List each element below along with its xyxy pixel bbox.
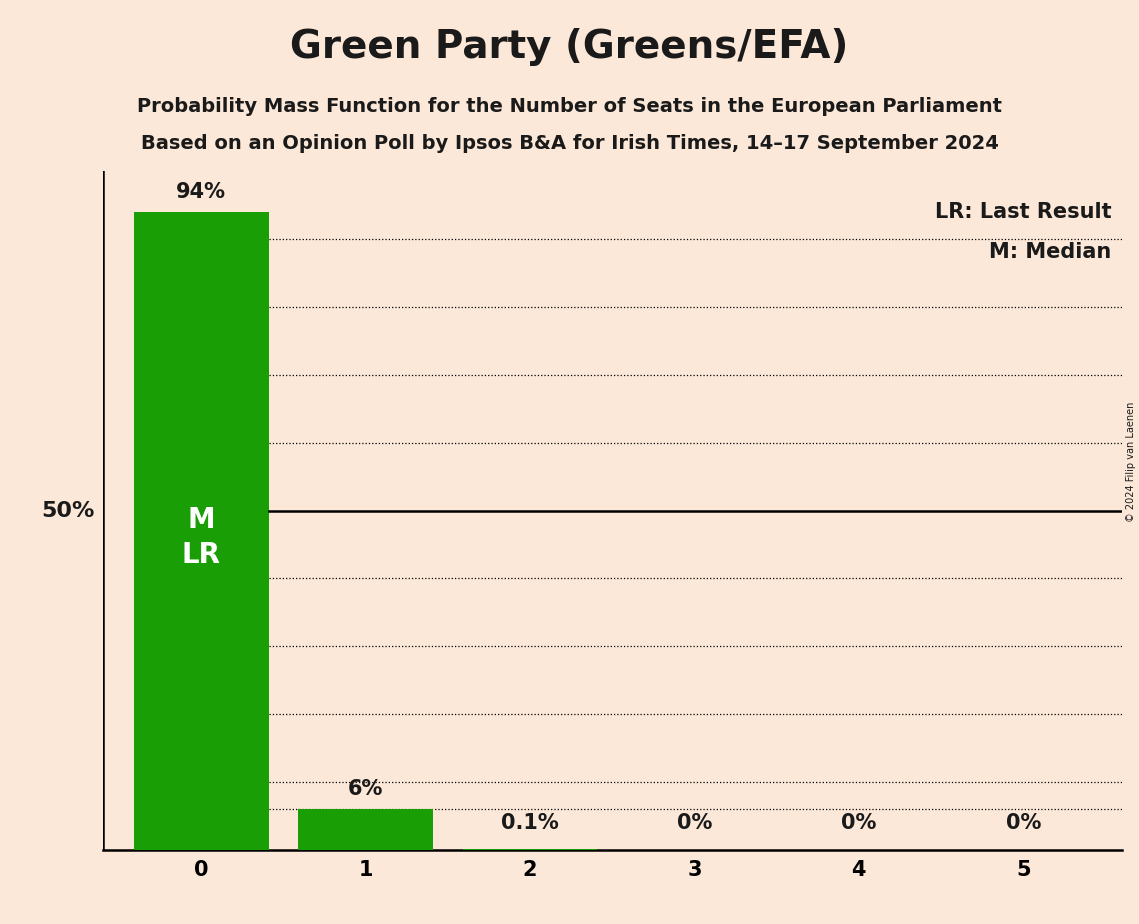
Text: 0%: 0% — [842, 813, 877, 833]
Text: M: Median: M: Median — [990, 242, 1112, 262]
Text: Based on an Opinion Poll by Ipsos B&A for Irish Times, 14–17 September 2024: Based on an Opinion Poll by Ipsos B&A fo… — [140, 134, 999, 153]
Text: 94%: 94% — [177, 181, 227, 201]
Bar — [133, 212, 269, 850]
Text: 0.1%: 0.1% — [501, 813, 559, 833]
Text: 50%: 50% — [41, 501, 95, 520]
Text: 0%: 0% — [677, 813, 712, 833]
Text: 0%: 0% — [1006, 813, 1041, 833]
Text: Probability Mass Function for the Number of Seats in the European Parliament: Probability Mass Function for the Number… — [137, 97, 1002, 116]
Text: M
LR: M LR — [181, 506, 221, 569]
Text: 6%: 6% — [347, 779, 383, 799]
Text: © 2024 Filip van Laenen: © 2024 Filip van Laenen — [1126, 402, 1136, 522]
Text: Green Party (Greens/EFA): Green Party (Greens/EFA) — [290, 28, 849, 66]
Text: LR: Last Result: LR: Last Result — [935, 201, 1112, 222]
Bar — [298, 809, 433, 850]
